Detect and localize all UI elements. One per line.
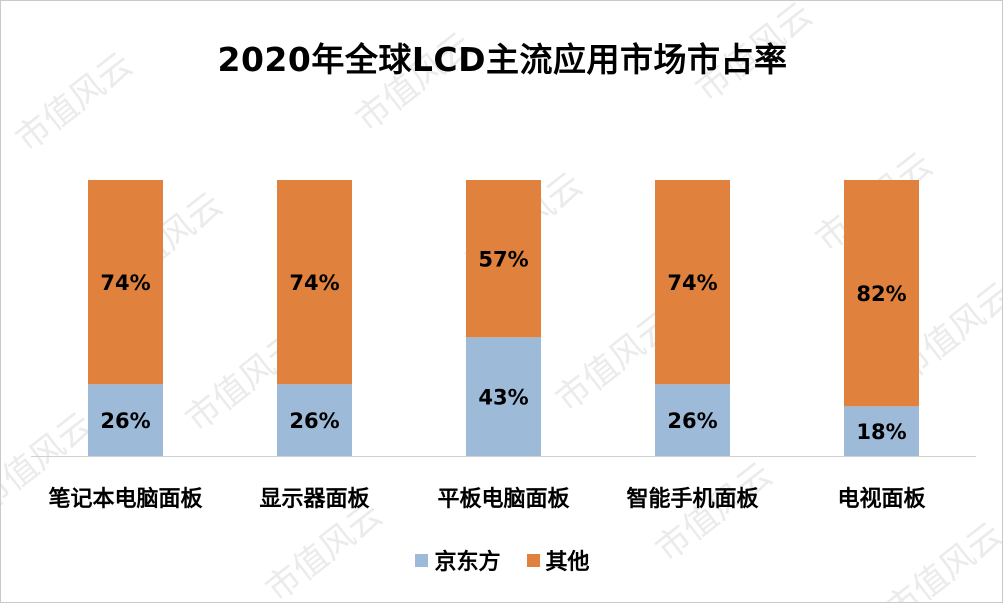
- bar-others-2: [466, 180, 541, 338]
- category-label-4: 电视面板: [837, 486, 926, 512]
- data-label-boe-0: 26%: [100, 409, 150, 433]
- bar-boe-1: [277, 384, 352, 456]
- bar-boe-0: [88, 384, 163, 456]
- legend-swatch-others: [526, 553, 540, 567]
- data-label-boe-1: 26%: [289, 409, 339, 433]
- data-label-others-0: 74%: [100, 271, 150, 295]
- bar-others-4: [844, 180, 919, 407]
- data-label-boe-3: 26%: [667, 409, 717, 433]
- legend-label-others: 其他: [545, 550, 590, 575]
- category-label-2: 平板电脑面板: [437, 486, 570, 512]
- data-label-boe-4: 18%: [856, 420, 906, 444]
- category-label-3: 智能手机面板: [626, 486, 759, 512]
- x-axis: 笔记本电脑面板 显示器面板 平板电脑面板 智能手机面板 电视面板: [31, 456, 976, 512]
- legend-swatch-boe: [415, 553, 429, 567]
- data-label-others-3: 74%: [667, 271, 717, 295]
- category-label-1: 显示器面板: [259, 487, 370, 512]
- bars-layer: 26% 74% 26% 74% 43% 57% 26% 74% 18% 82%: [88, 180, 919, 456]
- bar-others-3: [655, 180, 730, 385]
- category-label-0: 笔记本电脑面板: [48, 486, 203, 512]
- bar-boe-2: [466, 337, 541, 456]
- bar-others-1: [277, 180, 352, 385]
- legend-item-others: 其他: [526, 544, 590, 576]
- data-label-others-1: 74%: [289, 271, 339, 295]
- legend: 京东方 其他: [1, 544, 1002, 576]
- bar-others-0: [88, 180, 163, 385]
- bar-boe-3: [655, 384, 730, 456]
- data-label-boe-2: 43%: [478, 386, 528, 410]
- chart-title: 2020年全球LCD主流应用市场市占率: [217, 40, 788, 79]
- data-label-others-4: 82%: [856, 282, 906, 306]
- legend-item-boe: 京东方: [415, 544, 501, 576]
- legend-label-boe: 京东方: [434, 550, 501, 575]
- data-label-others-2: 57%: [478, 248, 528, 272]
- bar-boe-4: [844, 406, 919, 456]
